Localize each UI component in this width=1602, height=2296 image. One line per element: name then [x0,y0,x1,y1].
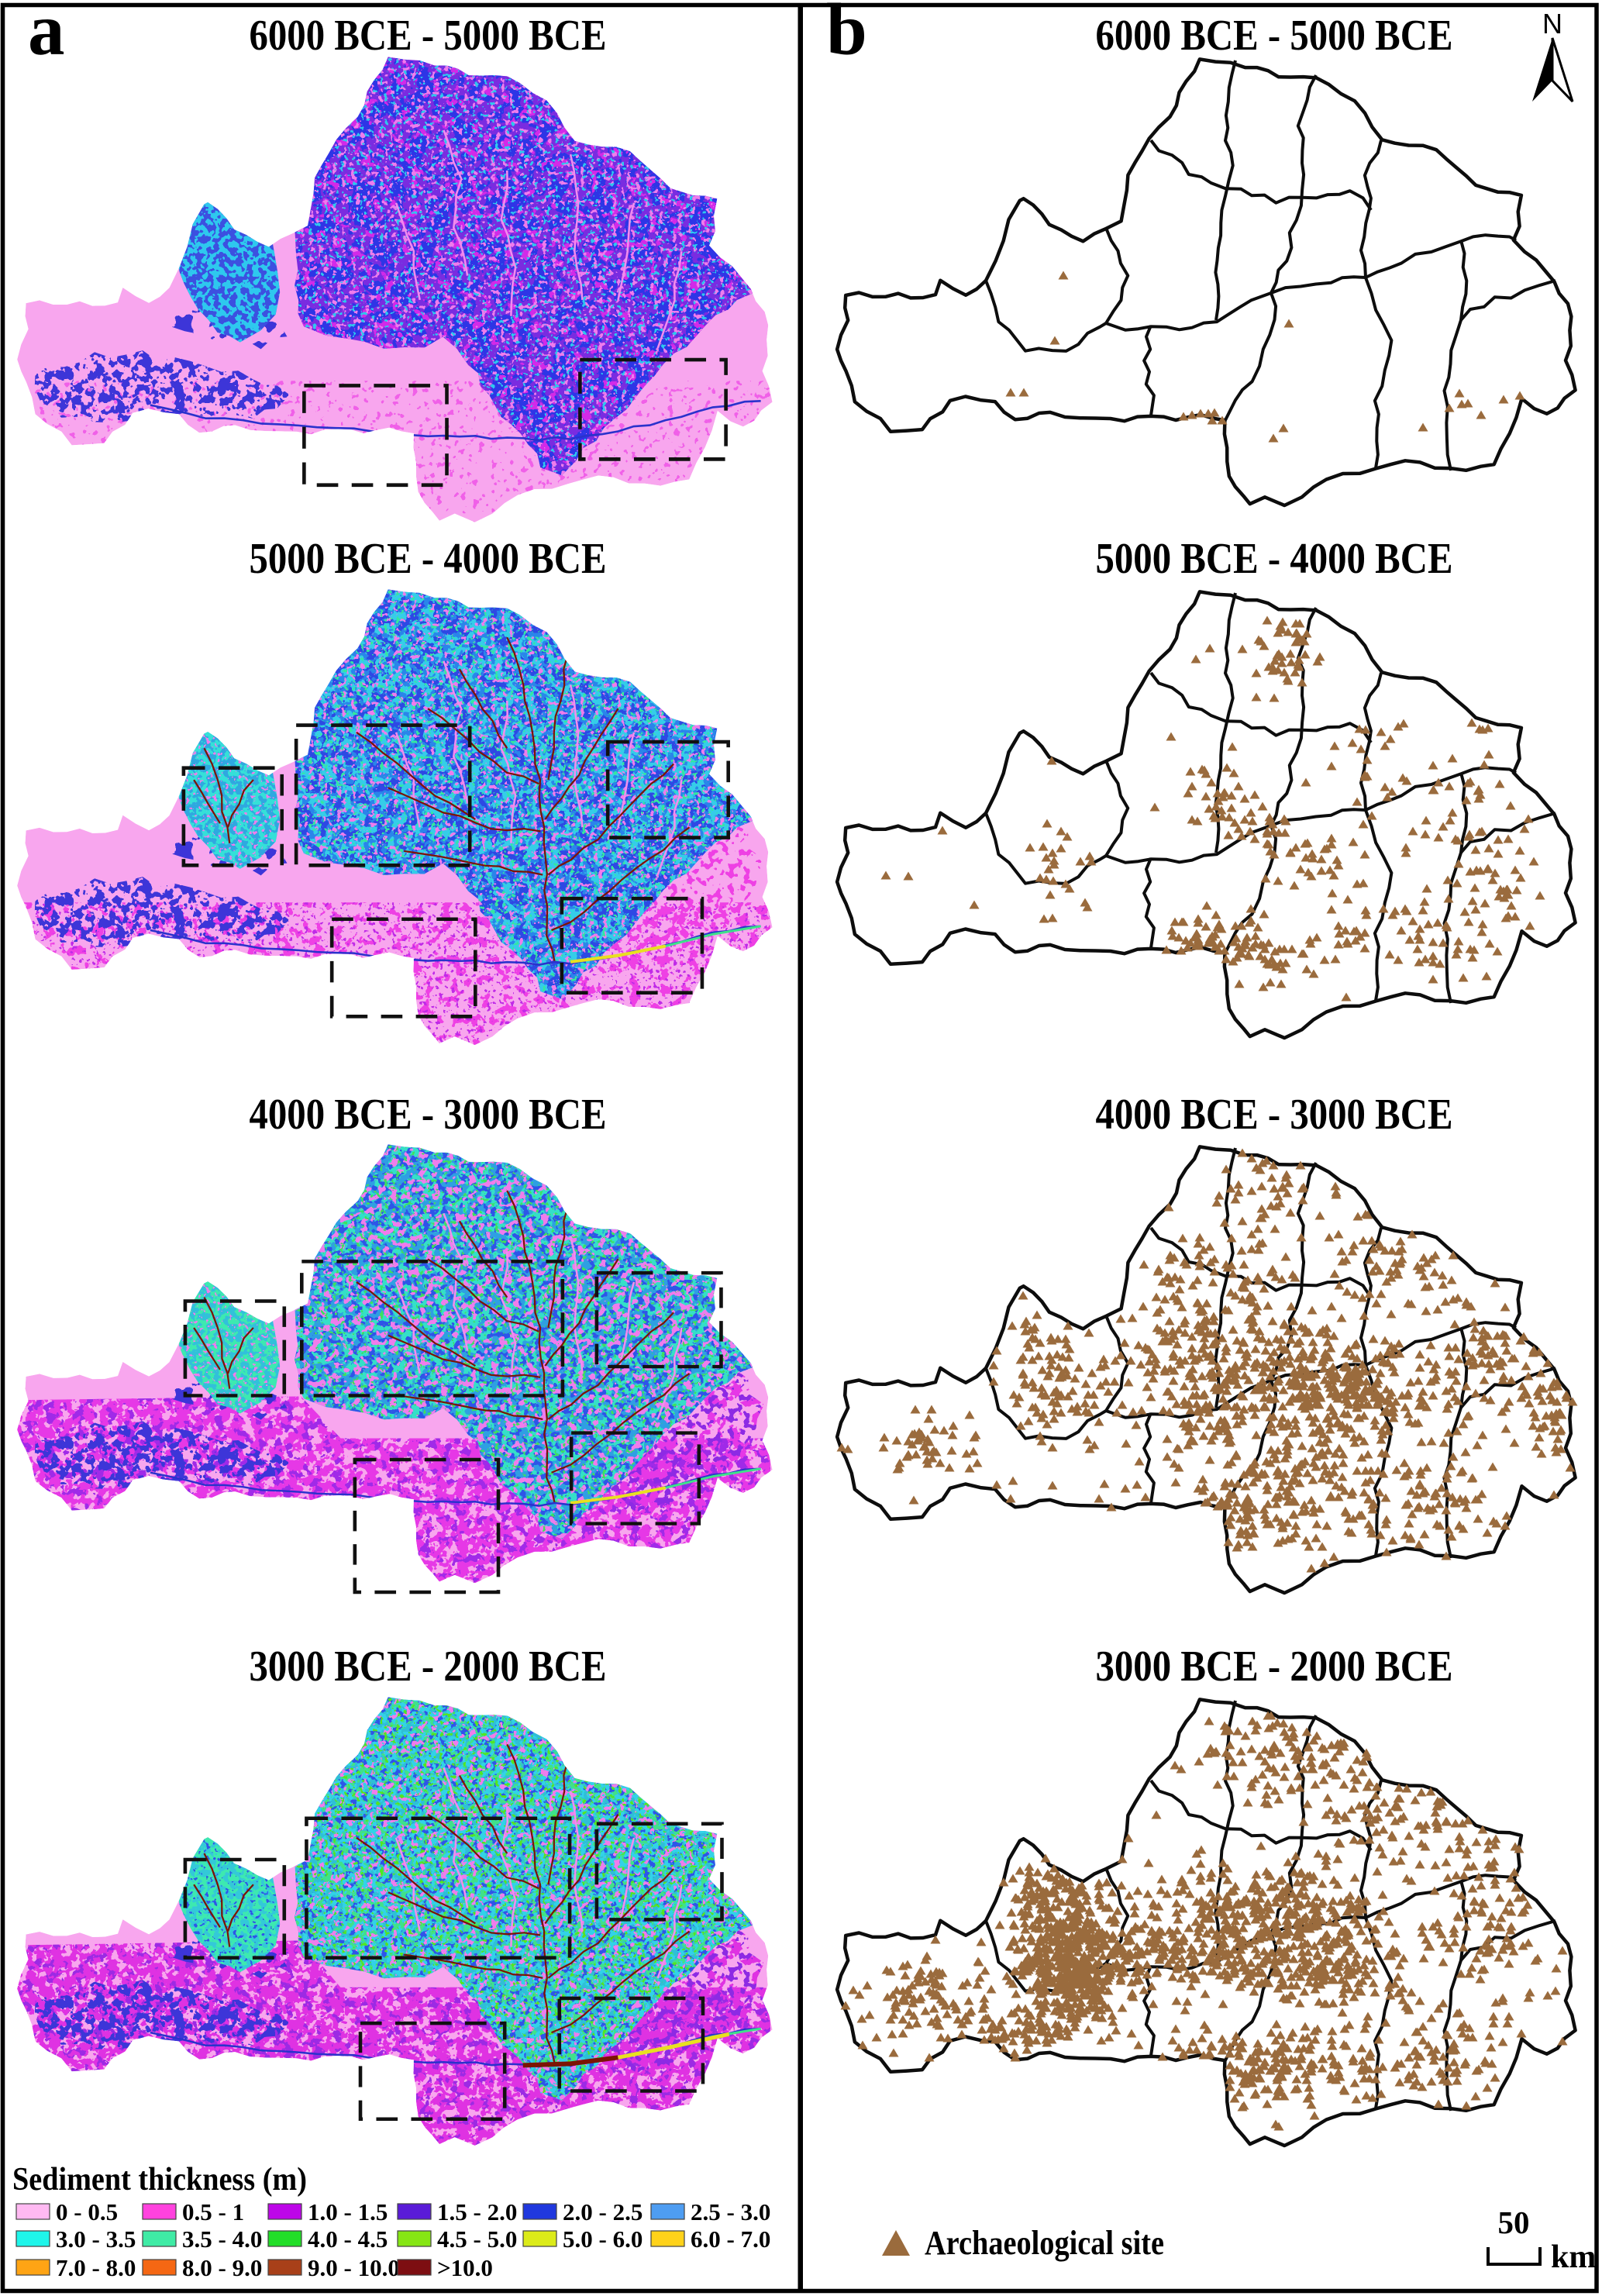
svg-text:4.0 - 4.5: 4.0 - 4.5 [308,2225,388,2253]
svg-text:6000 BCE - 5000 BCE: 6000 BCE - 5000 BCE [250,12,607,60]
svg-text:Sediment thickness (m): Sediment thickness (m) [12,2162,307,2198]
svg-text:1.0 - 1.5: 1.0 - 1.5 [308,2198,388,2225]
svg-text:1.5 - 2.0: 1.5 - 2.0 [437,2198,517,2225]
svg-text:9.0 - 10.0: 9.0 - 10.0 [308,2254,400,2281]
svg-text:5000 BCE - 4000 BCE: 5000 BCE - 4000 BCE [1096,535,1453,583]
svg-text:4000 BCE - 3000 BCE: 4000 BCE - 3000 BCE [250,1091,607,1139]
svg-text:3000 BCE - 2000 BCE: 3000 BCE - 2000 BCE [250,1643,607,1691]
svg-text:b: b [826,0,867,71]
svg-text:3.5 - 4.0: 3.5 - 4.0 [182,2225,262,2253]
svg-text:N: N [1542,8,1562,40]
svg-text:a: a [28,0,65,71]
svg-text:>10.0: >10.0 [437,2254,493,2281]
svg-text:5000 BCE - 4000 BCE: 5000 BCE - 4000 BCE [250,535,607,583]
svg-text:0.5 - 1: 0.5 - 1 [182,2198,244,2225]
svg-text:Archaeological site: Archaeological site [925,2224,1164,2262]
svg-text:7.0 - 8.0: 7.0 - 8.0 [56,2254,136,2281]
svg-text:4000 BCE - 3000 BCE: 4000 BCE - 3000 BCE [1096,1091,1453,1139]
svg-text:6000 BCE - 5000 BCE: 6000 BCE - 5000 BCE [1096,12,1453,60]
svg-text:km: km [1551,2239,1596,2275]
svg-text:6.0 - 7.0: 6.0 - 7.0 [691,2225,770,2253]
svg-text:8.0 - 9.0: 8.0 - 9.0 [182,2254,262,2281]
svg-text:0 - 0.5: 0 - 0.5 [56,2198,118,2225]
svg-text:2.5 - 3.0: 2.5 - 3.0 [691,2198,770,2225]
svg-text:3000 BCE - 2000 BCE: 3000 BCE - 2000 BCE [1096,1643,1453,1691]
svg-text:50: 50 [1498,2205,1530,2240]
svg-text:3.0 - 3.5: 3.0 - 3.5 [56,2225,136,2253]
svg-text:4.5 - 5.0: 4.5 - 5.0 [437,2225,517,2253]
svg-text:2.0 - 2.5: 2.0 - 2.5 [563,2198,643,2225]
svg-text:5.0 - 6.0: 5.0 - 6.0 [563,2225,643,2253]
